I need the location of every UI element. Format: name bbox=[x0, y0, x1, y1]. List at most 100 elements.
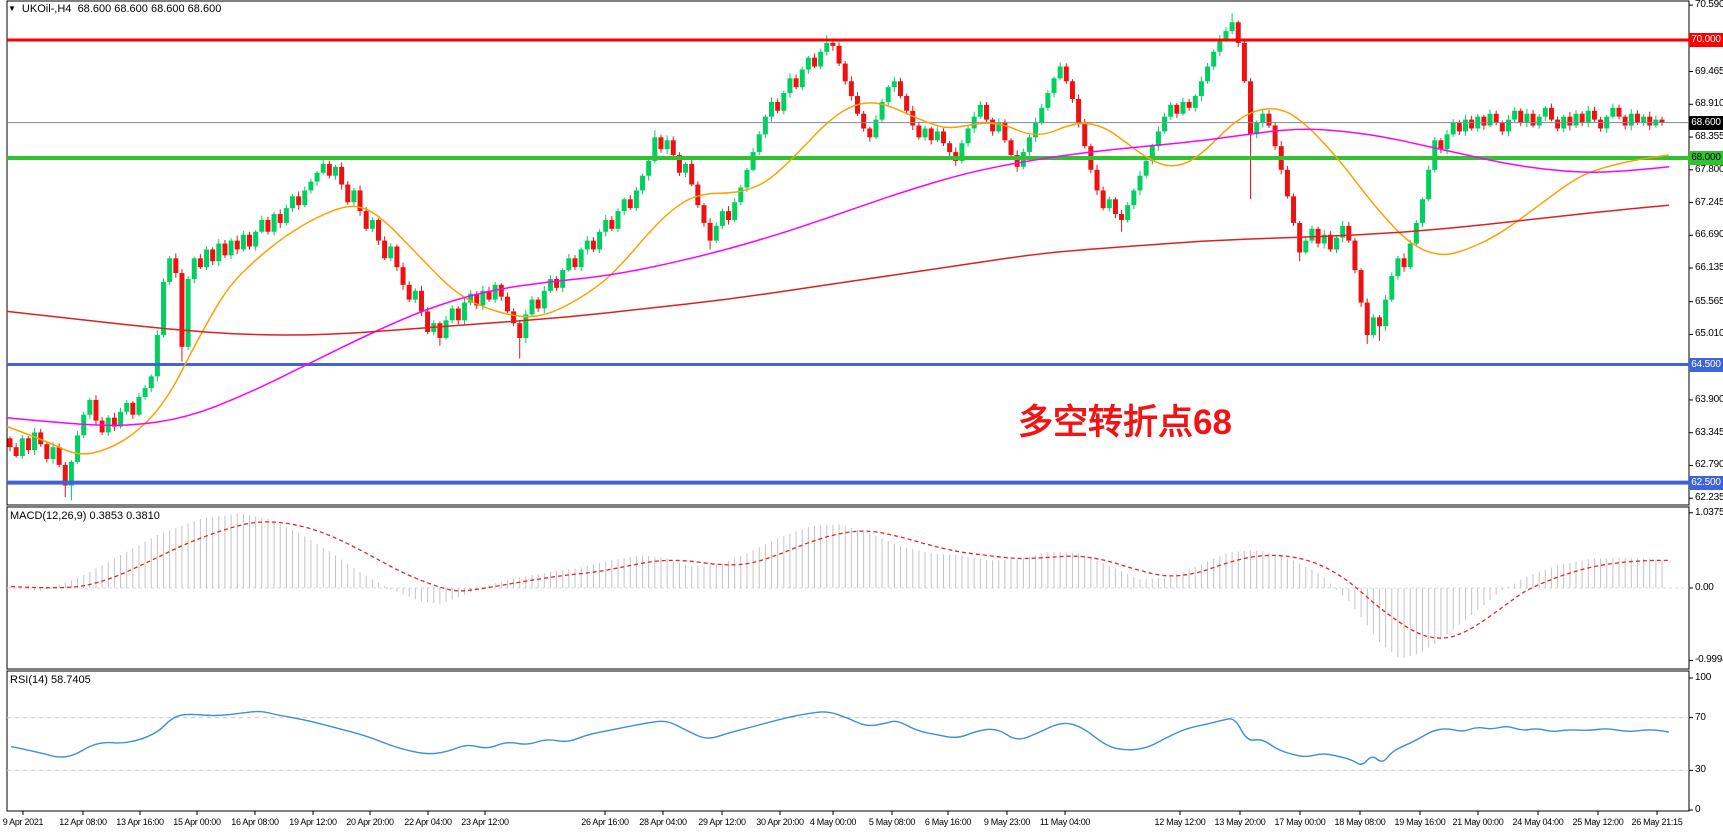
candle-body bbox=[1647, 116, 1653, 126]
price-axis-label: 66.690 bbox=[1695, 229, 1723, 241]
candle-body bbox=[1303, 240, 1309, 253]
time-axis-label: 12 May 12:00 bbox=[1154, 817, 1206, 827]
candle-body bbox=[1512, 110, 1518, 120]
candle-body bbox=[836, 45, 842, 64]
candle-body bbox=[713, 225, 719, 241]
rsi-axis-label: 30 bbox=[1695, 764, 1706, 776]
candle-body bbox=[1352, 240, 1358, 271]
candle-body bbox=[412, 290, 418, 300]
candle-body bbox=[161, 281, 167, 336]
candle-body bbox=[947, 143, 953, 153]
ohlc-values: 68.600 68.600 68.600 68.600 bbox=[77, 3, 222, 15]
candle-body bbox=[1518, 110, 1524, 123]
candle-body bbox=[683, 163, 689, 173]
candle-body bbox=[50, 447, 56, 459]
candle-body bbox=[1340, 225, 1346, 238]
candle-body bbox=[68, 461, 74, 486]
candle-body bbox=[375, 219, 381, 241]
candle-body bbox=[1438, 140, 1444, 150]
candle-body bbox=[142, 388, 148, 397]
candle-body bbox=[1162, 116, 1168, 132]
price-axis-label: 68.355 bbox=[1695, 131, 1723, 143]
rsi-axis-label: 0 bbox=[1695, 804, 1701, 815]
price-axis-label: 66.135 bbox=[1695, 262, 1723, 274]
candle-body bbox=[1051, 78, 1057, 94]
candle-body bbox=[1205, 66, 1211, 82]
candle-body bbox=[1426, 169, 1432, 200]
candle-body bbox=[222, 243, 228, 256]
candle-body bbox=[339, 166, 345, 185]
candle-body bbox=[1235, 22, 1241, 43]
candle-body bbox=[769, 101, 775, 117]
candle-body bbox=[885, 87, 891, 102]
candle-body bbox=[627, 199, 633, 209]
candle-body bbox=[1229, 22, 1235, 32]
price-axis-label: 62.790 bbox=[1695, 459, 1723, 471]
candle-body bbox=[38, 432, 44, 445]
candle-body bbox=[130, 402, 136, 415]
candle-body bbox=[314, 172, 320, 182]
time-axis-label: 24 May 04:00 bbox=[1512, 817, 1564, 827]
candlestick-series[interactable] bbox=[7, 13, 1665, 501]
candle-body bbox=[185, 278, 191, 347]
candle-body bbox=[719, 211, 725, 226]
candle-body bbox=[1505, 119, 1511, 132]
candle-body bbox=[1057, 66, 1063, 79]
candle-body bbox=[32, 432, 38, 451]
candle-body bbox=[283, 208, 289, 223]
candle-body bbox=[547, 278, 553, 291]
candle-body bbox=[1327, 234, 1333, 250]
candle-body bbox=[394, 246, 400, 268]
candle-body bbox=[1493, 113, 1499, 123]
time-axis-label: 18 May 08:00 bbox=[1334, 817, 1386, 827]
candle-body bbox=[707, 222, 713, 241]
candle-body bbox=[1008, 140, 1014, 156]
candle-body bbox=[793, 78, 799, 88]
time-axis-label: 12 Apr 08:00 bbox=[59, 817, 107, 827]
time-axis-label: 17 May 00:00 bbox=[1274, 817, 1326, 827]
candle-body bbox=[1211, 51, 1217, 67]
candle-body bbox=[897, 81, 903, 97]
macd-signal-line bbox=[10, 521, 1669, 639]
candle-body bbox=[111, 417, 117, 427]
candle-body bbox=[351, 190, 357, 203]
annotation-text[interactable]: 多空转折点68 bbox=[1018, 403, 1232, 442]
candle-body bbox=[1217, 39, 1223, 52]
candle-body bbox=[670, 140, 676, 156]
candle-body bbox=[1266, 113, 1272, 126]
candle-body bbox=[1542, 107, 1548, 117]
candle-body bbox=[1082, 122, 1088, 147]
candle-body bbox=[1377, 317, 1383, 327]
time-axis-label: 25 May 12:00 bbox=[1572, 817, 1624, 827]
candle-body bbox=[805, 57, 811, 70]
candle-body bbox=[1045, 93, 1051, 108]
candle-body bbox=[173, 258, 179, 274]
candle-body bbox=[247, 234, 253, 247]
candle-body bbox=[1076, 98, 1082, 123]
candle-body bbox=[99, 420, 105, 433]
candle-body bbox=[197, 258, 203, 268]
ma-slow-line bbox=[6, 204, 1670, 336]
candle-body bbox=[56, 447, 62, 465]
candle-body bbox=[1524, 113, 1530, 123]
candle-body bbox=[1530, 113, 1536, 126]
time-axis-label: 21 May 00:00 bbox=[1452, 817, 1504, 827]
candle-body bbox=[554, 278, 560, 288]
candle-body bbox=[1143, 160, 1149, 176]
candle-body bbox=[891, 81, 897, 88]
time-axis-label: 26 Apr 16:00 bbox=[581, 817, 629, 827]
candle-body bbox=[934, 131, 940, 141]
candle-body bbox=[1579, 113, 1585, 123]
candle-body bbox=[504, 296, 510, 312]
candle-body bbox=[210, 249, 216, 262]
price-badge-70.000: 70.000 bbox=[1689, 32, 1723, 47]
candle-body bbox=[191, 258, 197, 279]
chevron-down-icon[interactable]: ▼ bbox=[8, 4, 16, 13]
candle-body bbox=[1444, 134, 1450, 150]
candle-body bbox=[603, 219, 609, 232]
candle-body bbox=[1628, 113, 1634, 126]
candle-body bbox=[535, 299, 541, 309]
candle-body bbox=[990, 119, 996, 132]
